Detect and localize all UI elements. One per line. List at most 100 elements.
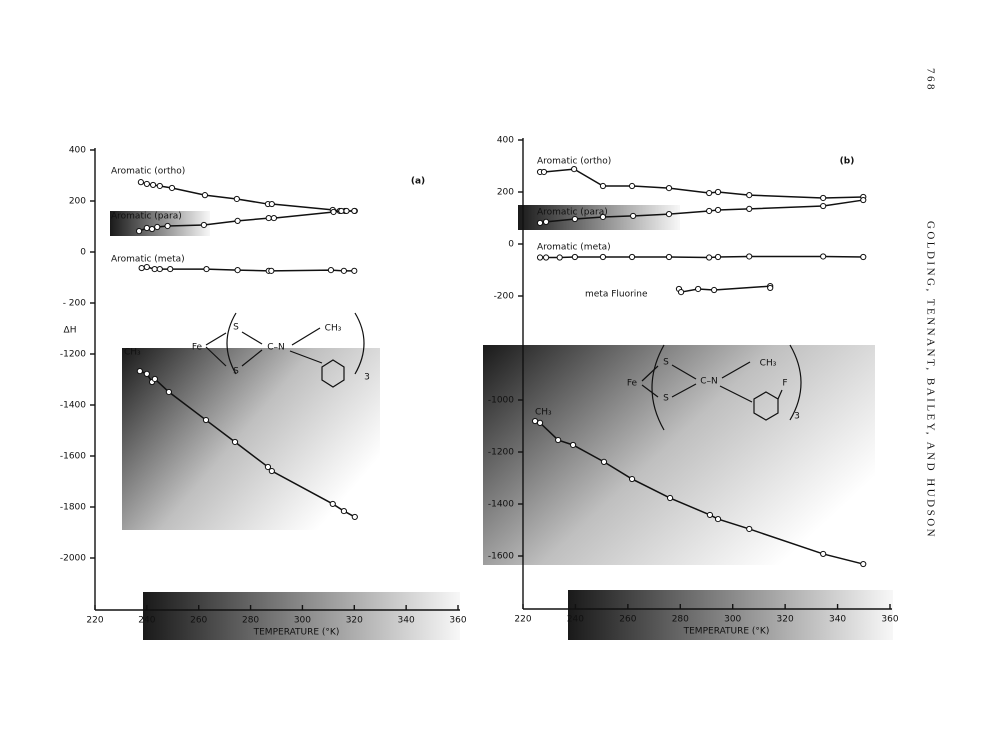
data-point — [264, 463, 272, 471]
data-point — [542, 254, 550, 261]
data-point — [711, 286, 718, 294]
data-point — [234, 267, 241, 274]
data-point — [542, 218, 550, 225]
x-axis-label: TEMPERATURE (°K) — [683, 627, 770, 637]
page-number: 768 — [924, 68, 936, 92]
data-point — [540, 168, 548, 176]
x-tick-label: 260 — [190, 616, 207, 626]
x-tick-label: 320 — [346, 616, 363, 626]
structure-b: Fe S S C–N CH₃ 3 F — [627, 344, 802, 431]
data-point — [165, 388, 172, 396]
series-label: Aromatic (para) — [111, 212, 182, 222]
data-point — [820, 253, 827, 260]
structure-text: F — [782, 379, 787, 389]
data-point — [330, 208, 337, 216]
data-point — [714, 515, 722, 523]
x-tick-label: 240 — [567, 615, 584, 625]
data-point — [714, 188, 722, 196]
data-point — [203, 265, 210, 273]
series-label: CH₃ — [535, 408, 552, 418]
series-label: meta Fluorine — [585, 290, 648, 300]
data-point — [665, 211, 673, 218]
y-tick-label: -2000 — [60, 554, 86, 564]
data-point — [167, 265, 174, 273]
data-point — [767, 284, 774, 292]
data-point — [231, 438, 239, 446]
data-point — [714, 253, 722, 261]
data-point — [571, 166, 578, 173]
series-label: Aromatic (meta) — [111, 255, 185, 265]
y-tick-label: -1800 — [60, 503, 86, 513]
y-tick-label: -1400 — [60, 401, 86, 411]
x-tick-label: 280 — [242, 616, 259, 626]
data-point — [536, 419, 544, 426]
running-head: GOLDING, TENNANT, BAILEY, AND HUDSON — [924, 221, 936, 539]
structure-text: S — [233, 323, 239, 333]
y-tick-label: -1400 — [488, 500, 514, 510]
data-point — [531, 417, 539, 425]
data-point — [143, 370, 150, 377]
structure-text: C–N — [700, 377, 718, 387]
data-point — [630, 212, 637, 220]
data-point — [860, 560, 867, 568]
data-point — [746, 253, 753, 260]
data-point — [860, 196, 867, 204]
y-tick-label: 200 — [497, 188, 514, 198]
y-tick-label: -1200 — [60, 350, 86, 360]
data-point — [628, 475, 636, 483]
data-point — [860, 253, 867, 261]
data-point — [136, 367, 143, 375]
x-tick-label: 260 — [619, 615, 636, 625]
data-point — [351, 513, 358, 521]
data-point — [138, 264, 145, 272]
data-point — [746, 525, 753, 533]
structure-text: Fe — [627, 379, 638, 389]
structure-text: S — [233, 367, 239, 377]
structure-text: C–N — [267, 343, 285, 353]
scan-shading — [110, 205, 893, 640]
data-point — [135, 227, 143, 235]
data-point — [202, 416, 210, 424]
data-point — [746, 205, 753, 212]
data-point — [270, 214, 278, 222]
series-line — [141, 266, 355, 272]
structure-text: 3 — [794, 412, 800, 422]
data-point — [156, 182, 163, 190]
series-label: Aromatic (para) — [537, 208, 608, 218]
x-tick-label: 360 — [449, 616, 466, 626]
data-point — [628, 182, 636, 190]
data-point — [168, 184, 176, 192]
structure-text: CH₃ — [760, 359, 777, 369]
data-point — [706, 207, 713, 215]
data-point — [338, 207, 345, 215]
data-point — [234, 217, 241, 224]
data-point — [714, 206, 722, 214]
data-point — [569, 441, 577, 449]
data-point — [571, 215, 579, 223]
data-point — [820, 550, 827, 558]
x-tick-label: 300 — [724, 615, 741, 625]
data-point — [556, 254, 563, 261]
data-point — [665, 185, 673, 192]
data-point — [143, 224, 150, 232]
data-point — [143, 263, 150, 271]
data-point — [555, 436, 562, 444]
x-tick-label: 340 — [829, 615, 846, 625]
data-point — [536, 254, 544, 261]
data-point — [268, 200, 275, 208]
data-point — [265, 214, 272, 222]
data-point — [268, 467, 275, 475]
data-point — [340, 267, 348, 274]
data-point — [143, 180, 150, 188]
structure-a: Fe S S C–N CH₃ 3 — [192, 312, 370, 388]
data-point — [149, 181, 157, 189]
x-tick-label: 300 — [294, 616, 311, 626]
y-tick-label: 400 — [69, 146, 86, 156]
data-point — [148, 225, 156, 233]
panel-label: (b) — [840, 157, 855, 167]
data-point — [695, 285, 702, 293]
y-tick-label: 0 — [508, 240, 514, 250]
data-point — [340, 507, 348, 515]
data-point — [156, 265, 163, 273]
x-tick-label: 280 — [672, 615, 689, 625]
